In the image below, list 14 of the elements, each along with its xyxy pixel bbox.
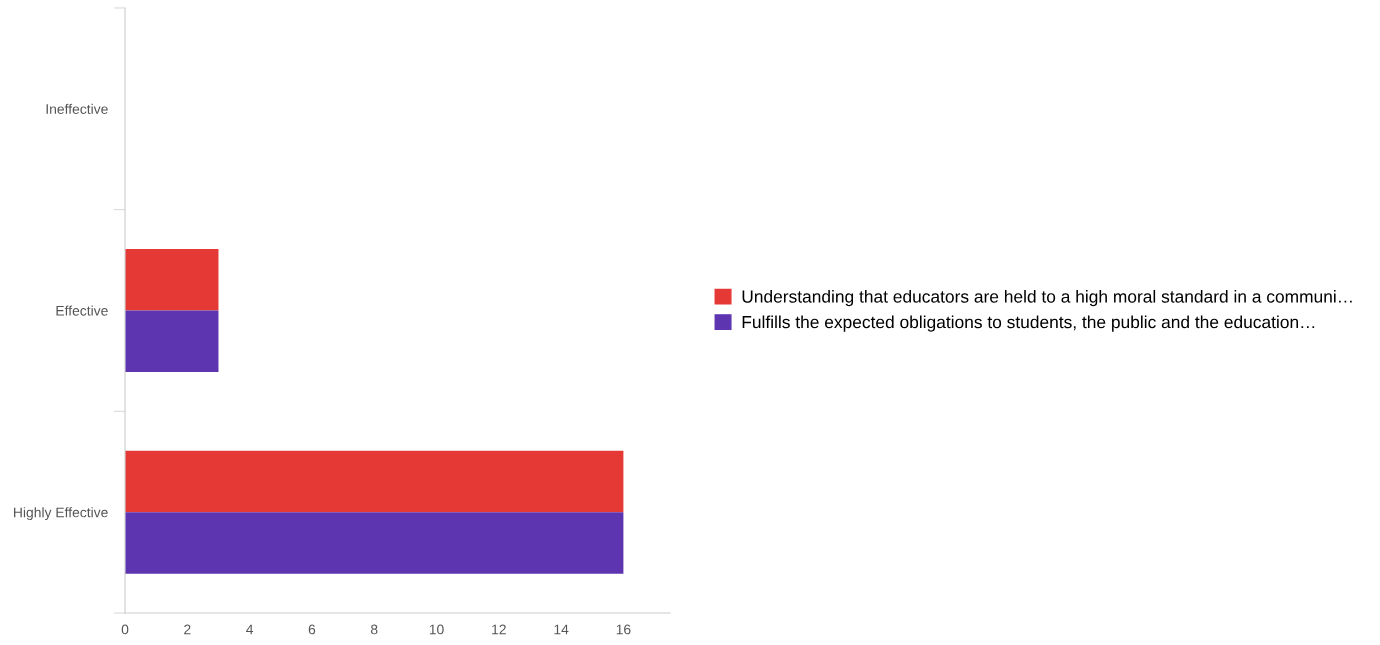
x-tick-label: 10 <box>429 624 444 635</box>
legend-label: Fulfills the expected obligations to students, the public and the education… <box>742 315 1315 332</box>
y-tick-label: Ineffective <box>46 103 108 114</box>
y-tick-label: Effective <box>56 305 108 316</box>
x-tick-label: 8 <box>370 624 378 635</box>
x-tick-label: 4 <box>246 624 254 635</box>
x-tick-label: 16 <box>616 624 631 635</box>
y-tick-label: Highly Effective <box>14 507 108 521</box>
x-tick-label: 6 <box>308 624 316 635</box>
x-tick-label: 12 <box>492 624 506 635</box>
x-tick-label: 2 <box>184 624 191 635</box>
x-tick-label: 14 <box>554 624 569 635</box>
legend-label: Understanding that educators are held to a high moral standard in a communi… <box>742 289 1352 307</box>
x-tick-label: 0 <box>121 624 129 635</box>
